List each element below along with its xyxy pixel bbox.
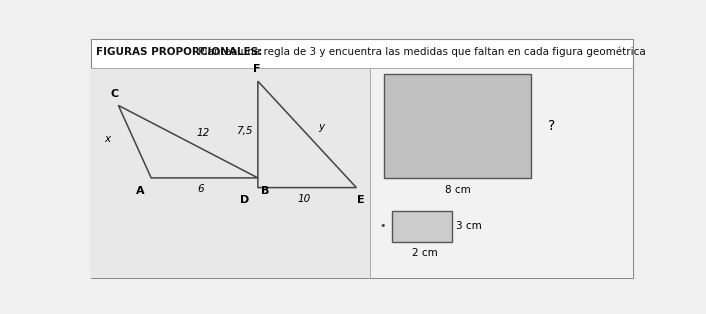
Text: C: C xyxy=(110,89,119,99)
Text: A: A xyxy=(136,187,145,196)
Bar xyxy=(392,211,452,242)
Bar xyxy=(384,74,532,178)
Bar xyxy=(370,68,633,278)
Text: B: B xyxy=(261,187,269,196)
Text: F: F xyxy=(253,64,261,74)
Text: 12: 12 xyxy=(196,128,210,138)
Bar xyxy=(91,68,370,278)
Text: E: E xyxy=(357,195,365,205)
Text: x: x xyxy=(104,134,110,144)
Text: •: • xyxy=(379,221,386,231)
Text: y: y xyxy=(318,122,324,132)
Text: FIGURAS PROPORCIONALES:: FIGURAS PROPORCIONALES: xyxy=(97,47,263,57)
Text: 10: 10 xyxy=(298,194,311,203)
Text: 6: 6 xyxy=(197,184,204,194)
Text: ?: ? xyxy=(548,119,555,133)
Text: D: D xyxy=(241,195,250,205)
Text: Plantea una regla de 3 y encuentra las medidas que faltan en cada figura geométr: Plantea una regla de 3 y encuentra las m… xyxy=(196,47,646,57)
Text: 3 cm: 3 cm xyxy=(456,221,481,231)
Text: 8 cm: 8 cm xyxy=(445,185,470,195)
Text: 2 cm: 2 cm xyxy=(412,248,438,258)
Text: 7,5: 7,5 xyxy=(236,126,253,136)
